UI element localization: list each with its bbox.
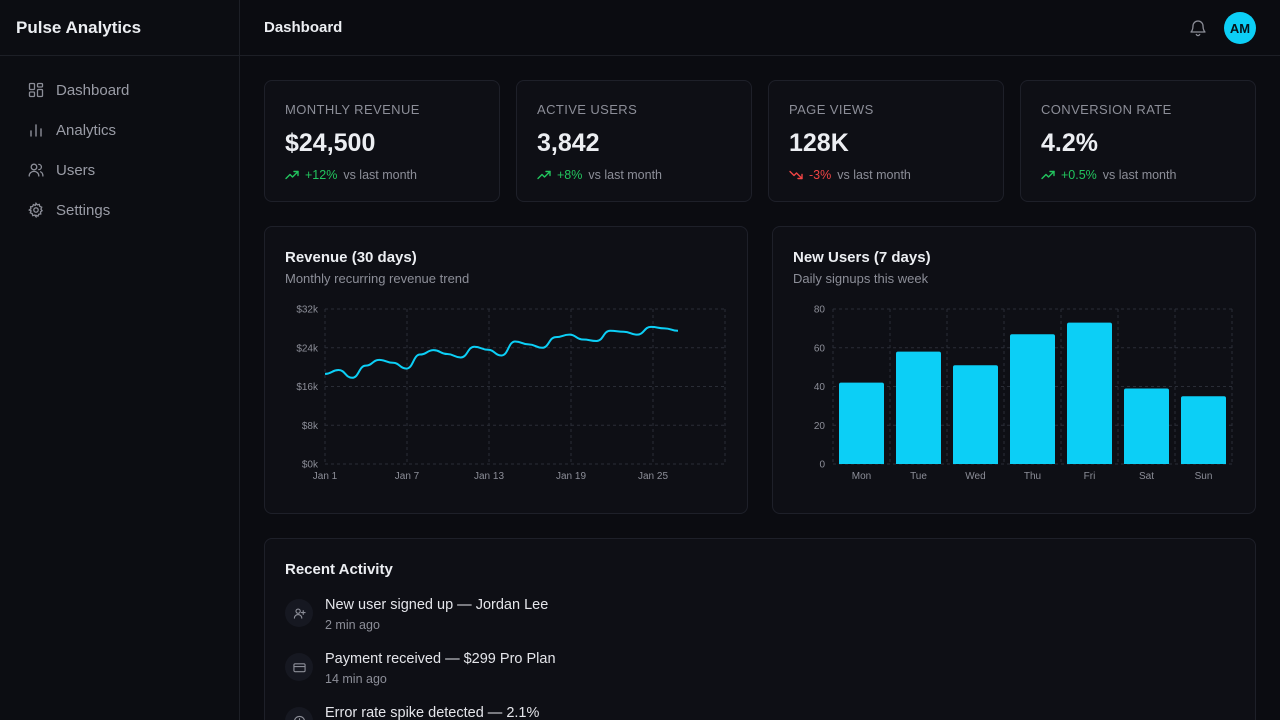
stat-label: MONTHLY REVENUE xyxy=(285,102,420,117)
stat-change: -3% vs last month xyxy=(789,168,983,182)
stat-change: +8% vs last month xyxy=(537,168,731,182)
bell-icon[interactable] xyxy=(1189,18,1207,38)
bar-chart-icon xyxy=(28,122,44,138)
sidebar-item-label: Users xyxy=(56,161,96,179)
x-tick-label: Tue xyxy=(910,471,927,482)
sidebar-item-label: Dashboard xyxy=(56,81,130,99)
activity-item[interactable]: Error rate spike detected — 2.1% xyxy=(285,705,539,720)
avatar[interactable]: AM xyxy=(1224,12,1256,44)
x-tick-label: Jan 13 xyxy=(474,471,504,482)
activity-item[interactable]: Payment received — $299 Pro Plan 14 min … xyxy=(285,651,556,686)
y-tick-label: $24k xyxy=(296,343,319,354)
sidebar-item-settings[interactable]: Settings xyxy=(16,190,223,230)
section-title: Recent Activity xyxy=(285,561,393,578)
y-tick-label: $8k xyxy=(302,421,319,432)
grid-icon xyxy=(28,82,44,98)
stat-value: 4.2% xyxy=(1041,129,1098,157)
chart-title: Revenue (30 days) xyxy=(285,249,417,266)
x-tick-label: Wed xyxy=(965,471,985,482)
activity-text: Error rate spike detected — 2.1% xyxy=(325,705,540,720)
page-title: Dashboard xyxy=(264,19,343,36)
stat-card-page-views: PAGE VIEWS 128K -3% vs last month xyxy=(768,80,1004,202)
y-tick-label: $16k xyxy=(296,382,319,393)
x-tick-label: Jan 1 xyxy=(313,471,338,482)
revenue-line-chart: $0k $8k $16k $24k $32k Jan 1 Jan 7 Jan 13 Jan 19… xyxy=(296,305,726,482)
trend-down-icon xyxy=(789,170,803,180)
stat-change: +12% vs last month xyxy=(285,168,479,182)
x-tick-label: Mon xyxy=(852,471,871,482)
change-suffix: vs last month xyxy=(1102,168,1177,182)
revenue-series-line xyxy=(324,325,679,379)
bar-thu xyxy=(1010,334,1055,464)
change-value: +12% xyxy=(305,168,338,182)
change-value: +0.5% xyxy=(1061,168,1097,182)
sidebar-item-label: Analytics xyxy=(56,121,117,139)
activity-time: 2 min ago xyxy=(325,618,380,632)
brand-name: Pulse Analytics xyxy=(0,0,239,56)
x-tick-label: Thu xyxy=(1024,471,1041,482)
bar-sun xyxy=(1181,396,1226,464)
y-tick-label: 40 xyxy=(814,382,826,393)
stat-label: PAGE VIEWS xyxy=(789,102,874,117)
chart-subtitle: Daily signups this week xyxy=(793,271,929,286)
activity-text: Payment received — $299 Pro Plan xyxy=(325,651,556,667)
x-tick-label: Jan 7 xyxy=(395,471,420,482)
bar-fri xyxy=(1067,322,1112,464)
change-suffix: vs last month xyxy=(343,168,417,182)
gear-icon xyxy=(28,202,44,218)
sidebar-nav: Dashboard Analytics Users xyxy=(0,56,239,230)
stat-label: ACTIVE USERS xyxy=(537,102,638,117)
users-chart-card: New Users (7 days) Daily signups this we… xyxy=(772,226,1256,514)
activity-item[interactable]: New user signed up — Jordan Lee 2 min ag… xyxy=(285,597,548,632)
y-tick-label: $0k xyxy=(302,460,319,471)
users-bar-chart: 0 20 40 60 80 Mon Tue Wed Thu Fri Sat Sun xyxy=(814,305,1233,482)
stat-value: $24,500 xyxy=(285,129,376,157)
chart-title: New Users (7 days) xyxy=(793,249,931,266)
bar-mon xyxy=(839,382,884,464)
sidebar-item-label: Settings xyxy=(56,201,111,219)
y-tick-label: 60 xyxy=(814,343,826,354)
sidebar: Pulse Analytics Dashboard Analytics xyxy=(0,0,240,720)
activity-text: New user signed up — Jordan Lee xyxy=(325,597,549,613)
bar-sat xyxy=(1124,388,1169,464)
recent-activity-card: Recent Activity New user signed up — Jor… xyxy=(264,538,1256,720)
bar-wed xyxy=(953,365,998,464)
y-tick-label: 0 xyxy=(819,460,825,471)
users-icon xyxy=(28,162,44,178)
chart-subtitle: Monthly recurring revenue trend xyxy=(285,271,470,286)
trend-up-icon xyxy=(1041,170,1055,180)
activity-time: 14 min ago xyxy=(325,672,387,686)
alert-circle-icon xyxy=(285,707,313,720)
sidebar-item-users[interactable]: Users xyxy=(16,150,223,190)
x-tick-label: Sat xyxy=(1139,471,1154,482)
y-tick-label: $32k xyxy=(296,305,319,316)
x-tick-label: Jan 25 xyxy=(638,471,668,482)
x-tick-label: Sun xyxy=(1195,471,1213,482)
change-value: -3% xyxy=(809,168,832,182)
stat-card-conversion-rate: CONVERSION RATE 4.2% +0.5% vs last month xyxy=(1020,80,1256,202)
credit-card-icon xyxy=(285,653,313,681)
sidebar-item-analytics[interactable]: Analytics xyxy=(16,110,223,150)
stat-change: +0.5% vs last month xyxy=(1041,168,1235,182)
trend-up-icon xyxy=(285,170,299,180)
change-value: +8% xyxy=(557,168,583,182)
stat-card-revenue: MONTHLY REVENUE $24,500 +12% vs last mon… xyxy=(264,80,500,202)
x-tick-label: Jan 19 xyxy=(556,471,586,482)
stat-label: CONVERSION RATE xyxy=(1041,102,1172,117)
stat-value: 3,842 xyxy=(537,129,600,157)
user-plus-icon xyxy=(285,599,313,627)
revenue-chart-card: Revenue (30 days) Monthly recurring reve… xyxy=(264,226,748,514)
sidebar-item-dashboard[interactable]: Dashboard xyxy=(16,70,223,110)
top-header: Dashboard AM xyxy=(240,0,1280,56)
y-tick-label: 20 xyxy=(814,421,826,432)
trend-up-icon xyxy=(537,170,551,180)
change-suffix: vs last month xyxy=(837,168,911,182)
change-suffix: vs last month xyxy=(588,168,663,182)
bar-tue xyxy=(896,351,941,464)
stat-value: 128K xyxy=(789,129,849,157)
y-tick-label: 80 xyxy=(814,305,826,316)
stat-card-active-users: ACTIVE USERS 3,842 +8% vs last month xyxy=(516,80,752,202)
x-tick-label: Fri xyxy=(1084,471,1096,482)
